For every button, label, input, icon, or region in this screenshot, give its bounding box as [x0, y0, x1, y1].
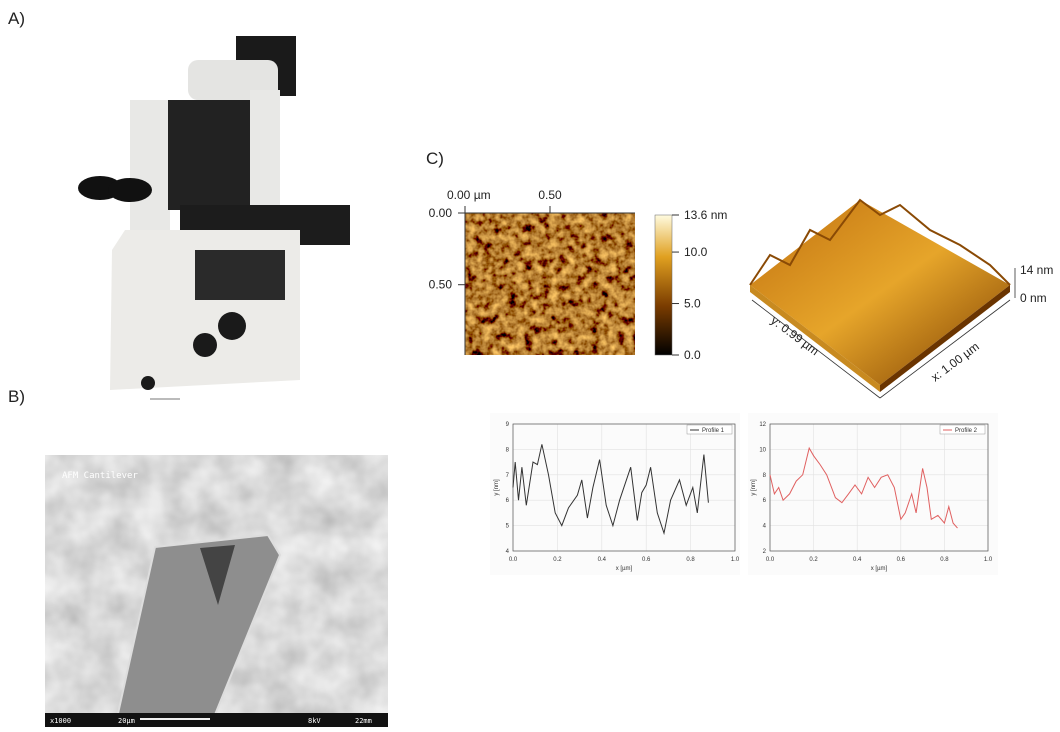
z-label: 0 nm: [1020, 291, 1047, 305]
colorbar-tick-label: 0.0: [684, 348, 701, 362]
sem-footer: 22mm: [355, 717, 372, 725]
surface-3d: 14 nm 0 nm y: 0.99 µm x: 1.00 µm: [750, 200, 1053, 398]
panel-label: A): [8, 9, 25, 28]
x-tick-label: 0.2: [553, 557, 562, 563]
y-axis-label: y [nm]: [494, 479, 500, 496]
sem-footer: 8kV: [308, 717, 321, 725]
z-label: 14 nm: [1020, 263, 1053, 277]
panel-label: B): [8, 387, 25, 406]
figure: A) B) AFM Cantilever x1000 20µm 8kV 22mm…: [0, 0, 1060, 727]
x-tick-label: 0.0: [766, 557, 775, 563]
microscope-photo: [78, 36, 350, 400]
y-axis-label: y [nm]: [751, 479, 757, 496]
y-tick-label: 0.50: [429, 278, 453, 292]
x-tick-label: 1.0: [731, 557, 740, 563]
x-tick-label: 0.4: [853, 557, 862, 563]
sem-footer: 20µm: [118, 717, 135, 725]
x-tick-label: 0.4: [598, 557, 607, 563]
x-tick-label: 0.6: [642, 557, 651, 563]
x-tick-label: 0.2: [809, 557, 818, 563]
x-tick-label: 0.00 µm: [447, 188, 491, 202]
x-tick-label: 0.6: [897, 557, 906, 563]
x-axis-label: x [µm]: [871, 566, 888, 572]
x-tick-label: 0.50: [538, 188, 562, 202]
x-tick-label: 0.0: [509, 557, 518, 563]
x-tick-label: 0.8: [686, 557, 695, 563]
x-tick-label: 0.8: [940, 557, 949, 563]
x-tick-label: 1.0: [984, 557, 993, 563]
colorbar-tick-label: 5.0: [684, 297, 701, 311]
legend-label: Profile 1: [702, 428, 725, 434]
legend-label: Profile 2: [955, 428, 978, 434]
y-tick-label: 10: [759, 447, 766, 453]
x-axis-label: x [µm]: [616, 566, 633, 572]
colorbar-tick-label: 13.6 nm: [684, 208, 727, 222]
y-tick-label: 12: [759, 422, 766, 428]
panel-label: C): [426, 149, 444, 168]
afm-map: 0.00 µm 0.50 0.00 0.50 13.6 nm 10.0 5.0 0.0: [429, 188, 728, 362]
sem-footer: x1000: [50, 717, 71, 725]
colorbar-tick-label: 10.0: [684, 245, 708, 259]
image-caption: AFM Cantilever: [62, 471, 138, 481]
y-tick-label: 0.00: [429, 206, 453, 220]
sem-image: AFM Cantilever x1000 20µm 8kV 22mm: [45, 455, 388, 727]
